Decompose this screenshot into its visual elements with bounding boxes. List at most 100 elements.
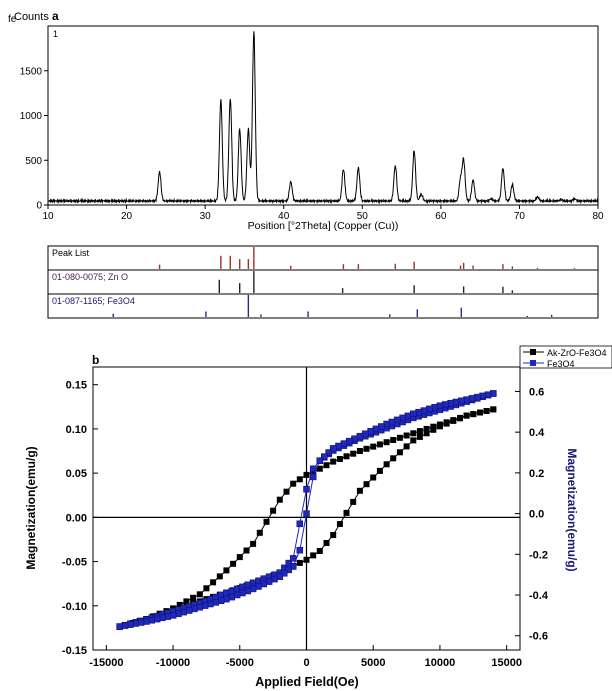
data-point-marker xyxy=(343,509,350,516)
panel-b-x-tick-label: 10000 xyxy=(425,657,456,669)
data-point-marker xyxy=(356,448,363,454)
data-point-marker xyxy=(350,450,357,457)
panel-a-ylabel: Counts xyxy=(14,11,49,23)
panel-a-x-tick-label: 50 xyxy=(357,211,369,222)
data-point-marker xyxy=(289,563,297,570)
panel-a-plot-frame xyxy=(47,25,599,206)
panel-b-ylabel-left: Magnetization(emu/g) xyxy=(24,446,38,569)
data-point-marker xyxy=(239,583,246,591)
data-point-marker xyxy=(363,445,370,452)
panel-b-y2-tick-label: -0.2 xyxy=(529,549,548,561)
data-point-marker xyxy=(458,397,465,405)
panel-b-y-tick-label: -0.05 xyxy=(62,557,87,569)
panel-a-y-tick-label: 1500 xyxy=(20,66,43,77)
data-point-marker xyxy=(423,425,430,432)
data-point-marker xyxy=(243,547,250,554)
data-point-marker xyxy=(210,579,217,586)
data-point-marker xyxy=(356,487,363,494)
xrd-pattern-line xyxy=(48,31,599,205)
data-point-marker xyxy=(296,546,304,554)
panel-b-label: b xyxy=(92,353,99,367)
data-point-marker xyxy=(270,507,277,514)
panel-a-y-tick-label: 500 xyxy=(25,156,42,167)
panel-a-x-tick-label: 40 xyxy=(278,211,290,222)
data-point-marker xyxy=(203,585,210,592)
panel-a-x-tick-label: 70 xyxy=(514,211,526,222)
data-point-marker xyxy=(330,458,337,465)
panel-b-x-tick-label: 15000 xyxy=(491,657,522,669)
panel-b-axes: -0.15-0.10-0.050.000.050.100.15-0.6-0.4-… xyxy=(62,367,549,669)
data-point-marker xyxy=(363,481,370,488)
peak-list-row-label: 01-080-0075; Zn O xyxy=(52,272,128,282)
panel-b-y2-tick-label: 0.2 xyxy=(529,468,544,480)
data-point-marker xyxy=(303,556,310,563)
panel-a-x-tick-label: 80 xyxy=(592,211,604,222)
panel-b-y-tick-label: -0.10 xyxy=(62,601,87,613)
data-point-marker xyxy=(390,455,397,462)
data-point-marker xyxy=(296,520,304,528)
data-point-marker xyxy=(426,405,433,413)
panel-a-y-tick-label: 1000 xyxy=(20,111,43,122)
data-point-marker xyxy=(450,417,457,424)
data-point-marker xyxy=(196,591,203,598)
data-point-marker xyxy=(228,593,236,601)
data-point-marker xyxy=(396,449,403,456)
data-point-marker xyxy=(430,423,437,430)
data-point-marker xyxy=(323,462,330,469)
data-point-marker xyxy=(276,496,283,503)
data-point-marker xyxy=(477,409,483,416)
panel-b-y-tick-label: 0.15 xyxy=(66,380,87,392)
peak-list-strips: Peak List 01-080-0075; Zn O 01-087-1165; F… xyxy=(52,247,576,317)
data-point-marker xyxy=(296,559,303,566)
data-point-marker xyxy=(303,510,310,517)
peak-list-row-label: Peak List xyxy=(52,248,90,258)
data-point-marker xyxy=(309,473,317,481)
panel-b-series xyxy=(116,390,497,630)
data-point-marker xyxy=(410,437,417,444)
panel-b: b -0.15-0.10-0.050.000.050.100.15-0.6-0.… xyxy=(24,345,612,689)
panel-a-xlabel: Position [°2Theta] (Copper (Cu)) xyxy=(248,220,399,232)
data-point-marker xyxy=(403,432,410,439)
data-point-marker xyxy=(490,406,497,413)
data-point-marker xyxy=(383,420,390,428)
panel-a-corner-label: fe xyxy=(8,14,17,25)
data-point-marker xyxy=(196,603,204,611)
panel-a-x-tick-label: 60 xyxy=(435,211,447,222)
panel-b-x-tick-label: 0 xyxy=(303,657,309,669)
data-point-marker xyxy=(256,529,263,536)
data-point-marker xyxy=(442,401,449,408)
panel-a-x-tick-label: 10 xyxy=(42,211,54,222)
data-point-marker xyxy=(399,414,406,422)
data-point-marker xyxy=(410,410,417,418)
panel-a: fe Counts a 1 0 500 1000 1500 10 20 30 40 50 60 7… xyxy=(8,9,604,319)
legend-label-ak: Ak-ZrO-Fe3O4 xyxy=(547,348,607,358)
data-point-marker xyxy=(281,570,288,577)
data-point-marker xyxy=(423,430,430,437)
data-point-marker xyxy=(223,589,230,597)
panel-b-y2-tick-label: 0.0 xyxy=(529,509,544,521)
series-fe3o4 xyxy=(116,390,497,630)
data-point-marker xyxy=(390,437,397,443)
data-point-marker xyxy=(212,599,220,606)
data-point-marker xyxy=(443,420,450,427)
legend-marker-fe xyxy=(530,360,536,366)
panel-b-x-tick-label: -10000 xyxy=(156,657,190,669)
peak-list-row-label: 01-087-1165; Fe3O4 xyxy=(52,296,135,306)
data-point-marker xyxy=(176,601,183,608)
data-point-marker xyxy=(370,443,377,450)
data-point-marker xyxy=(350,498,357,505)
panel-b-ylabel-right: Magnetization(emu/g) xyxy=(565,448,579,571)
panel-a-y-tick-label: 0 xyxy=(36,201,42,212)
data-point-marker xyxy=(223,567,230,574)
data-point-marker xyxy=(250,540,257,547)
data-point-marker xyxy=(370,474,377,481)
data-point-marker xyxy=(383,461,390,468)
data-point-marker xyxy=(336,521,343,527)
data-point-marker xyxy=(169,612,177,619)
panel-a-label: a xyxy=(52,9,59,23)
data-point-marker xyxy=(283,488,290,495)
data-point-marker xyxy=(303,485,310,493)
legend-label-fe: Fe3O4 xyxy=(547,359,575,369)
data-point-marker xyxy=(316,548,323,554)
panel-b-legend: Ak-ZrO-Fe3O4 Fe3O4 xyxy=(519,345,612,369)
